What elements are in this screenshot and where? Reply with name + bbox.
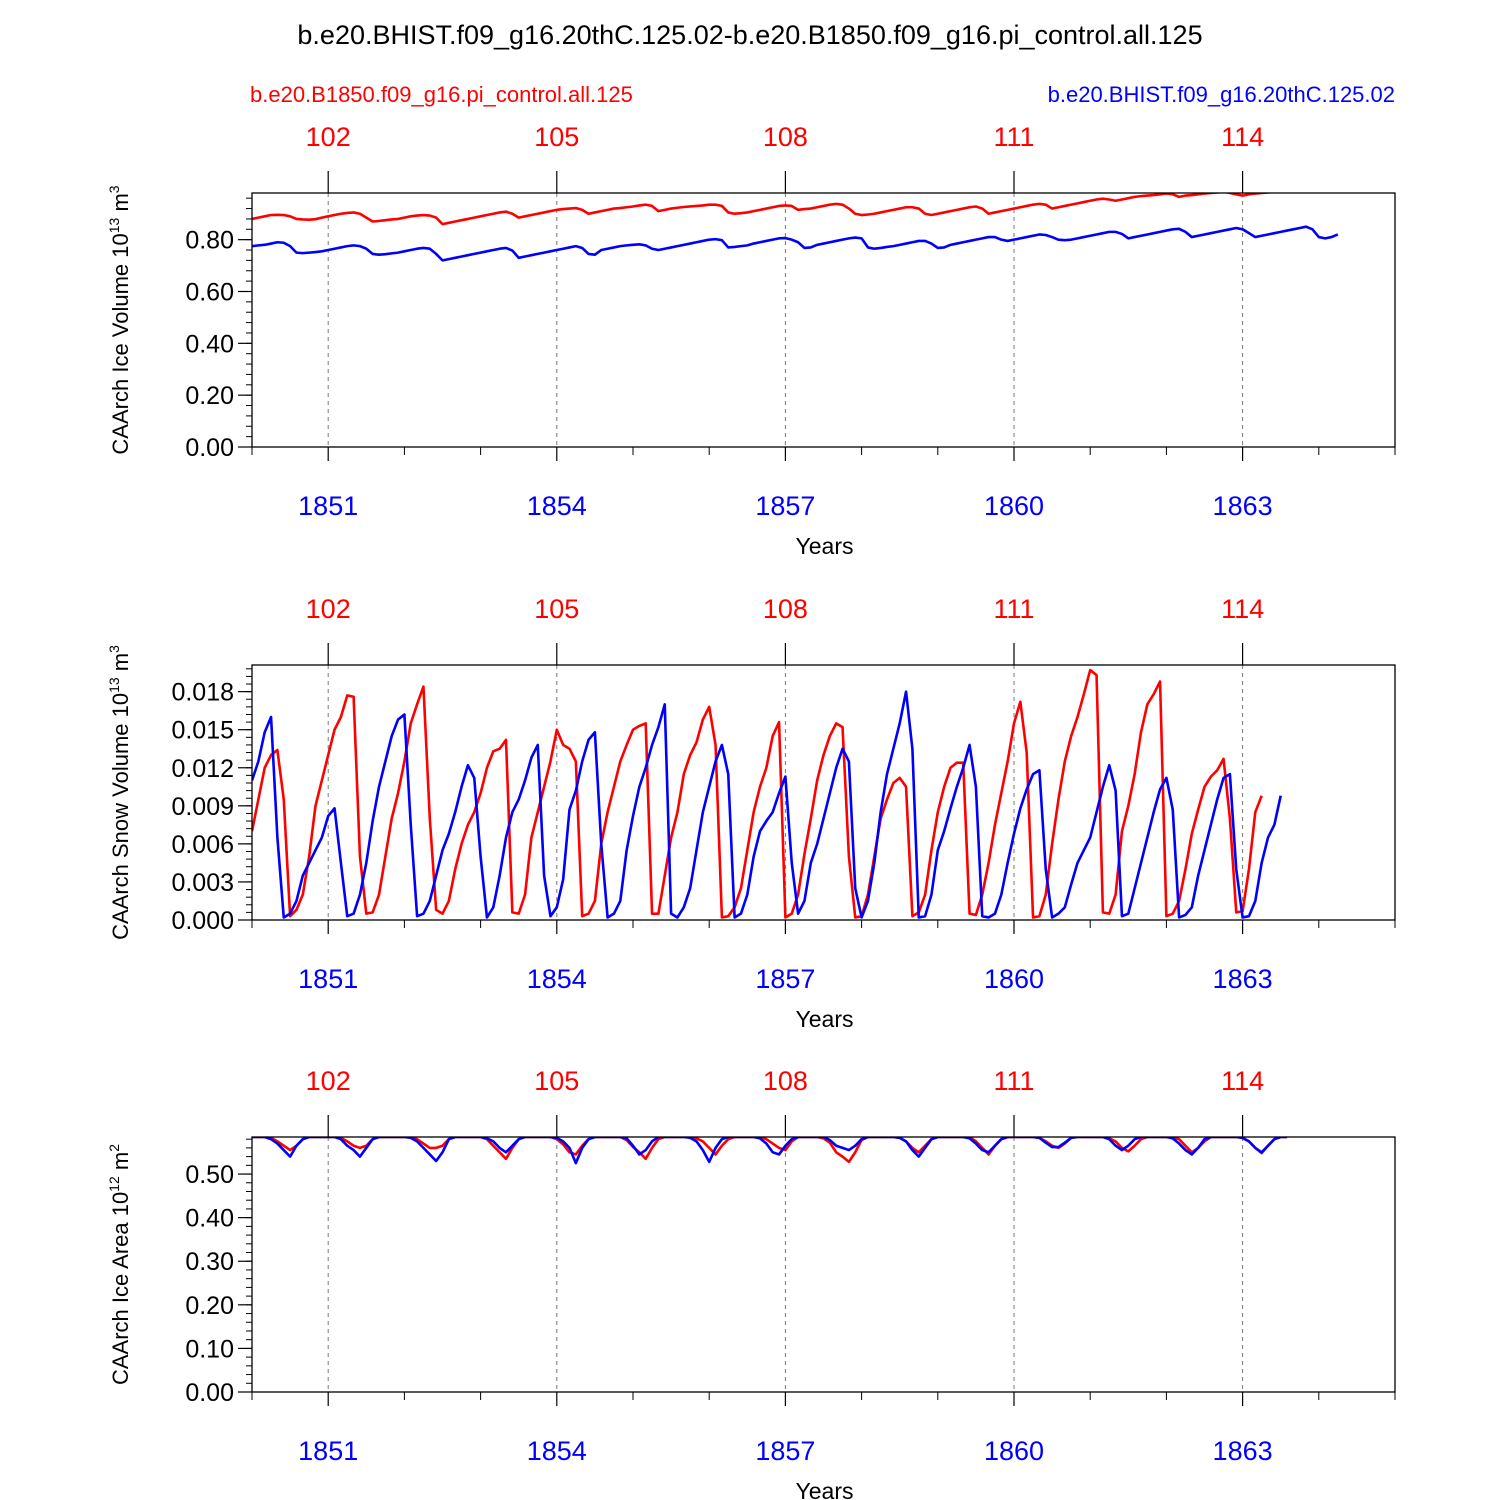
x-top-tick-label: 111: [993, 594, 1034, 624]
x-top-tick-label: 111: [993, 1066, 1034, 1096]
y-tick-label: 0.003: [171, 869, 234, 897]
y-tick-label: 0.00: [185, 1379, 234, 1407]
x-bottom-tick-label: 1860: [984, 491, 1044, 521]
ice-area-control-series-line: [252, 1137, 1288, 1164]
x-bottom-tick-label: 1857: [755, 491, 815, 521]
y-tick-label: 0.006: [171, 831, 234, 859]
x-top-tick-label: 102: [306, 594, 351, 624]
y-tick-label: 0.50: [185, 1161, 234, 1189]
x-bottom-tick-label: 1851: [298, 964, 358, 994]
y-tick-label: 0.40: [185, 1205, 234, 1233]
y-axis-title: CAArch Ice Area 1012 m2: [106, 1144, 133, 1385]
ice-area-historical-series-line: [252, 1137, 1288, 1165]
x-top-tick-label: 108: [763, 1066, 808, 1096]
x-bottom-tick-label: 1854: [527, 964, 587, 994]
y-tick-label: 0.015: [171, 717, 234, 745]
y-tick-label: 0.80: [185, 227, 234, 255]
snow-volume-control-series-line: [252, 668, 1263, 919]
y-tick-label: 0.60: [185, 278, 234, 306]
x-top-tick-label: 114: [1221, 1066, 1264, 1096]
x-bottom-tick-label: 1857: [755, 964, 815, 994]
y-tick-label: 0.009: [171, 793, 234, 821]
x-top-tick-label: 108: [763, 594, 808, 624]
y-tick-label: 0.20: [185, 382, 234, 410]
y-axis-title: CAArch Ice Volume 1013 m3: [106, 185, 133, 454]
y-tick-label: 0.000: [171, 907, 234, 935]
x-bottom-tick-label: 1860: [984, 964, 1044, 994]
x-bottom-tick-label: 1854: [527, 1436, 587, 1466]
panels: 0.00 0.20 0.40 0.60 0.80 1851 1854 1857 1860 1863…: [106, 122, 1396, 1500]
x-bottom-tick-label: 1863: [1213, 1436, 1273, 1466]
x-axis-title: Years: [796, 1478, 854, 1500]
x-axis-title: Years: [796, 533, 854, 559]
x-top-tick-label: 102: [306, 122, 351, 152]
x-axis-title: Years: [796, 1006, 854, 1032]
plot-frame: [251, 1136, 1396, 1393]
y-tick-label: 0.30: [185, 1248, 234, 1276]
y-tick-label: 0.00: [185, 434, 234, 462]
snow-volume-historical-series-line: [252, 690, 1282, 919]
x-bottom-tick-label: 1854: [527, 491, 587, 521]
ice-volume-panel: 0.00 0.20 0.40 0.60 0.80 1851 1854 1857 1860 1863…: [106, 122, 1396, 559]
x-top-tick-label: 111: [993, 122, 1034, 152]
x-bottom-tick-label: 1863: [1213, 964, 1273, 994]
x-top-tick-label: 105: [534, 122, 579, 152]
x-bottom-tick-label: 1863: [1213, 491, 1273, 521]
x-bottom-tick-label: 1857: [755, 1436, 815, 1466]
y-tick-label: 0.10: [185, 1335, 234, 1363]
plot-frame: [251, 664, 1396, 921]
y-axis-title: CAArch Snow Volume 1013 m3: [106, 645, 133, 940]
ice-area-panel: 0.00 0.10 0.20 0.30 0.40 0.50 1851 1854 1857 1860…: [106, 1066, 1396, 1500]
legend-control-label: b.e20.B1850.f09_g16.pi_control.all.125: [250, 82, 633, 107]
x-top-tick-label: 114: [1221, 594, 1264, 624]
x-top-tick-label: 105: [534, 594, 579, 624]
figure-title: b.e20.BHIST.f09_g16.20thC.125.02-b.e20.B…: [297, 20, 1202, 50]
x-top-tick-label: 108: [763, 122, 808, 152]
x-top-tick-label: 105: [534, 1066, 579, 1096]
y-tick-label: 0.012: [171, 755, 234, 783]
ice-volume-control-series-line: [252, 193, 1307, 226]
x-bottom-tick-label: 1851: [298, 1436, 358, 1466]
plot-frame: [251, 192, 1396, 448]
snow-volume-panel: 0.000 0.003 0.006 0.009 0.012 0.015 0.018 1851 1…: [106, 594, 1396, 1032]
x-bottom-tick-label: 1860: [984, 1436, 1044, 1466]
y-tick-label: 0.018: [171, 679, 234, 707]
x-top-tick-label: 114: [1221, 122, 1264, 152]
x-bottom-tick-label: 1851: [298, 491, 358, 521]
ice-volume-historical-series-line: [252, 225, 1339, 262]
y-tick-label: 0.20: [185, 1292, 234, 1320]
legend-historical-label: b.e20.BHIST.f09_g16.20thC.125.02: [1048, 82, 1395, 107]
y-tick-label: 0.40: [185, 330, 234, 358]
x-top-tick-label: 102: [306, 1066, 351, 1096]
